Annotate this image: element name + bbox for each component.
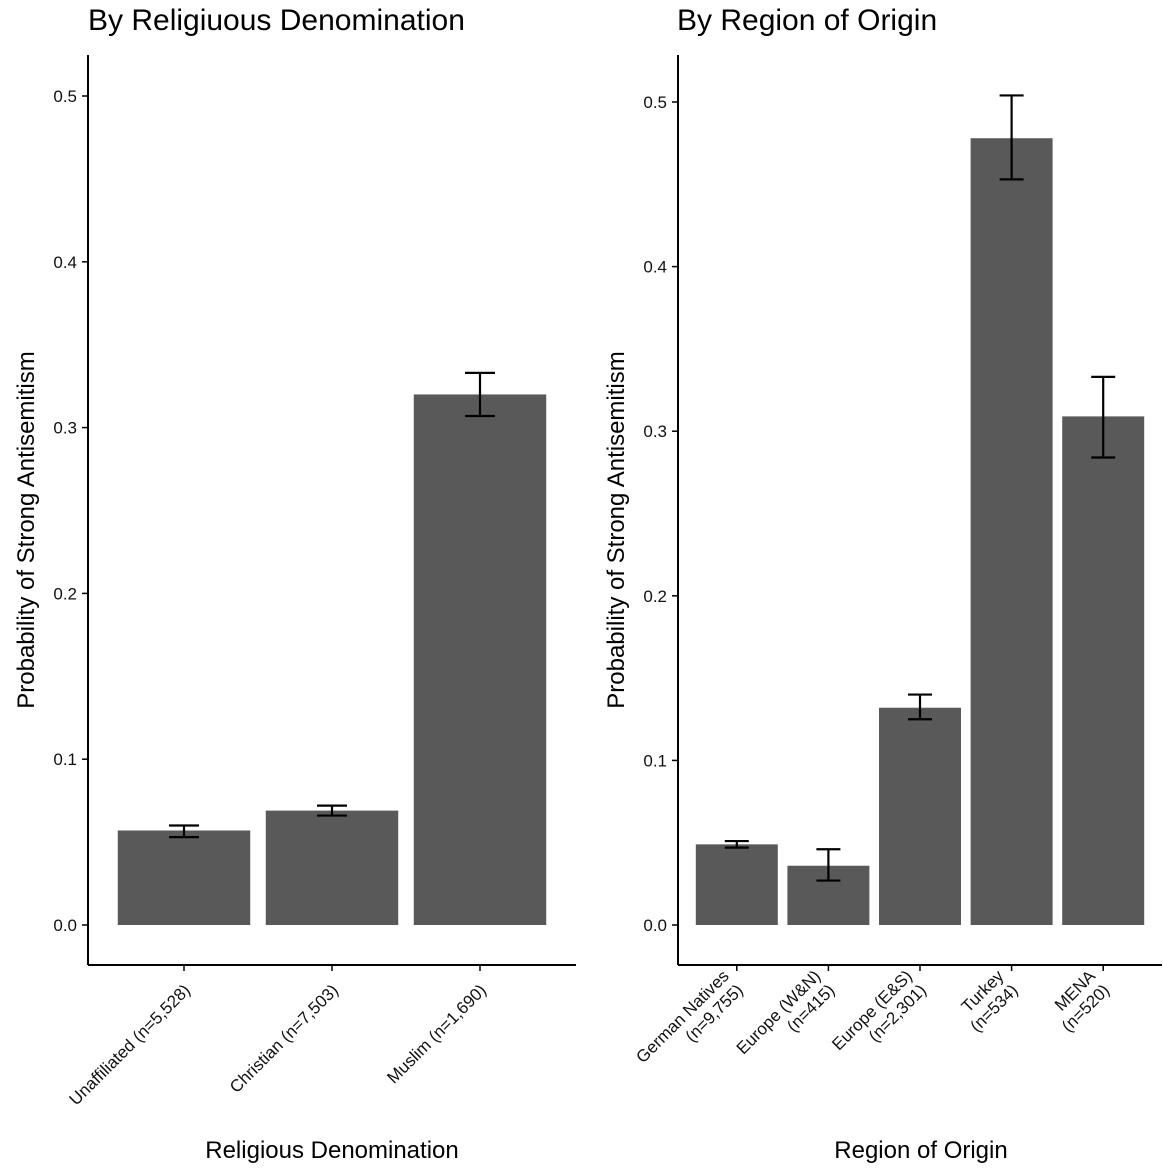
y-tick-label: 0.1 <box>643 751 667 770</box>
y-tick-label: 0.0 <box>53 916 77 935</box>
bar <box>879 707 961 925</box>
chart-title: By Region of Origin <box>677 4 938 37</box>
bar <box>413 394 547 925</box>
bar <box>695 844 778 925</box>
y-tick-label: 0.5 <box>53 87 77 106</box>
y-tick-label: 0.5 <box>643 93 667 112</box>
y-axis-title: Probability of Strong Antisemitism <box>603 351 630 708</box>
bar <box>117 830 251 925</box>
chart-svg-region: 0.0 0.1 0.2 0.3 0.4 0.5 Probability of Strong … <box>603 55 1162 1164</box>
chart-panel-region: By Region of Origin 0.0 0.1 0.2 0.3 0.4 0.5 Pr… <box>582 0 1163 1169</box>
x-tick-label: Christian (n=7,503) <box>226 981 342 1097</box>
x-tick-label: Europe (E&S)(n=2,301) <box>828 966 930 1054</box>
y-tick-label: 0.4 <box>53 253 77 272</box>
y-tick-label: 0.3 <box>643 422 667 441</box>
x-tick-label: Europe (W&N)(n=415) <box>733 966 839 1058</box>
x-tick-label: Turkey(n=534) <box>958 966 1022 1036</box>
chart-title: By Religiuous Denomination <box>88 4 465 37</box>
bar <box>1062 416 1145 925</box>
y-tick-label: 0.2 <box>53 584 77 603</box>
x-tick-label-line: Christian (n=7,503) <box>226 981 342 1097</box>
x-tick-label: German Natives(n=9,755) <box>632 966 746 1066</box>
bar <box>265 810 399 925</box>
y-axis-title: Probability of Strong Antisemitism <box>13 351 40 708</box>
y-tick-label: 0.4 <box>643 258 667 277</box>
x-tick-label-line: Muslim (n=1,690) <box>383 981 490 1088</box>
x-tick-label: MENA(n=520) <box>1051 966 1113 1036</box>
x-tick-label: Muslim (n=1,690) <box>383 981 490 1088</box>
bar <box>970 138 1053 925</box>
y-tick-label: 0.0 <box>643 916 667 935</box>
x-tick-label: Unaffiliated (n=5,528) <box>66 981 194 1109</box>
y-tick-label: 0.1 <box>53 750 77 769</box>
x-tick-label-line: Unaffiliated (n=5,528) <box>66 981 194 1109</box>
chart-panel-religion: By Religiuous Denomination 0.0 0.1 0.2 0.3 0… <box>13 4 576 1164</box>
x-axis-title: Religious Denomination <box>205 1137 458 1164</box>
x-axis-title: Region of Origin <box>834 1137 1007 1164</box>
y-tick-label: 0.2 <box>643 587 667 606</box>
chart-svg-religion: 0.0 0.1 0.2 0.3 0.4 0.5 Probability of Strong … <box>13 55 576 1164</box>
y-tick-label: 0.3 <box>53 419 77 438</box>
